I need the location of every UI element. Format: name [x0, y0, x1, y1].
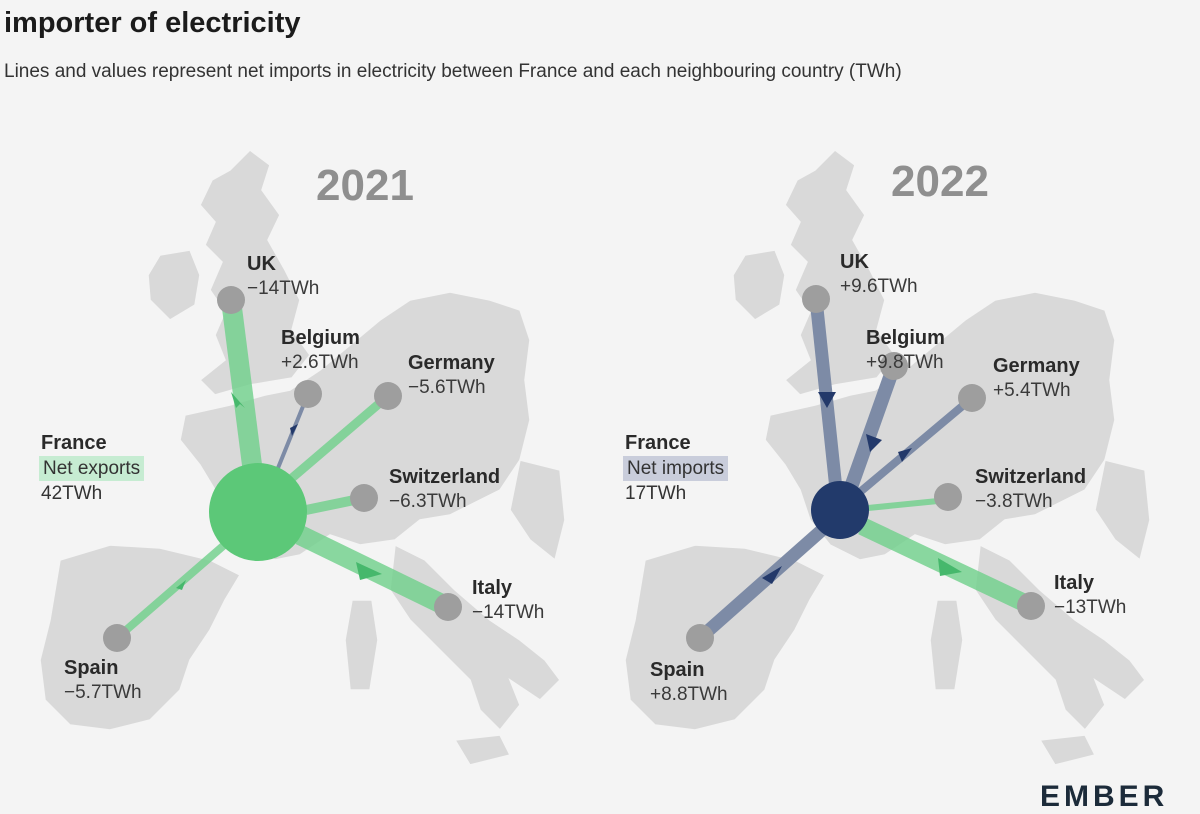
country-value-switzerland: −6.3TWh — [389, 491, 467, 512]
country-name-germany: Germany — [408, 352, 496, 374]
france-summary-2021: France Net exports 42TWh — [39, 431, 145, 506]
country-value-germany: +5.4TWh — [993, 380, 1071, 401]
flow-line — [695, 525, 827, 643]
uk-node — [802, 285, 830, 313]
country-name-uk: UK — [247, 253, 276, 275]
flow-line — [857, 394, 975, 496]
country-name-spain: Spain — [64, 657, 118, 679]
flow-arrow — [290, 424, 298, 436]
france-node-2022 — [811, 481, 869, 539]
flow-arrow — [818, 392, 836, 408]
country-value-italy: −13TWh — [1054, 597, 1126, 618]
country-value-uk: +9.6TWh — [840, 276, 918, 297]
france-node-2021 — [209, 463, 307, 561]
country-value-spain: −5.7TWh — [64, 682, 142, 703]
year-label-2021: 2021 — [316, 161, 414, 210]
france-status-2021: Net exports — [39, 456, 145, 481]
spain-node — [686, 624, 714, 652]
flow-arrow — [898, 448, 912, 462]
flows-2021 — [103, 286, 462, 652]
italy-node — [1017, 592, 1045, 620]
france-name-2021: France — [41, 432, 107, 454]
belgium-node — [294, 380, 322, 408]
country-name-belgium: Belgium — [866, 327, 945, 349]
france-value-2022: 17TWh — [625, 483, 687, 504]
spain-node — [103, 624, 131, 652]
flow-arrow — [231, 392, 245, 408]
france-value-2021: 42TWh — [41, 483, 103, 504]
country-value-uk: −14TWh — [247, 278, 319, 299]
chart-title: importer of electricity — [4, 7, 301, 39]
flow-line — [114, 536, 233, 642]
italy-node — [434, 593, 462, 621]
switzerland-node — [350, 484, 378, 512]
flow-line — [289, 392, 391, 482]
country-name-germany: Germany — [993, 355, 1081, 377]
country-name-switzerland: Switzerland — [389, 466, 500, 488]
chart-subtitle: Lines and values represent net imports i… — [4, 61, 902, 82]
flow-line — [867, 497, 949, 511]
country-value-belgium: +9.8TWh — [866, 352, 944, 373]
flow-arrow — [866, 434, 882, 452]
belgium-node — [880, 352, 908, 380]
germany-node — [958, 384, 986, 412]
france-name-2022: France — [625, 432, 691, 454]
uk-node — [217, 286, 245, 314]
flow-arrow — [176, 580, 186, 590]
ember-logo: EMBER — [1040, 780, 1169, 813]
country-name-switzerland: Switzerland — [975, 466, 1086, 488]
country-name-spain: Spain — [650, 659, 704, 681]
country-value-switzerland: −3.8TWh — [975, 491, 1053, 512]
country-name-italy: Italy — [1054, 572, 1095, 594]
country-name-belgium: Belgium — [281, 327, 360, 349]
country-value-spain: +8.8TWh — [650, 684, 728, 705]
year-label-2022: 2022 — [891, 157, 989, 206]
flow-arrow — [356, 562, 382, 580]
country-name-italy: Italy — [472, 577, 513, 599]
flow-line — [843, 363, 901, 493]
france-summary-2022: France Net imports 17TWh — [623, 431, 729, 506]
flow-arrow — [938, 558, 962, 576]
switzerland-node — [934, 483, 962, 511]
germany-node — [374, 382, 402, 410]
flows-2022 — [686, 285, 1045, 652]
flow-arrow — [762, 566, 782, 584]
country-value-germany: −5.6TWh — [408, 377, 486, 398]
country-name-uk: UK — [840, 251, 869, 273]
country-value-italy: −14TWh — [472, 602, 544, 623]
france-status-2022: Net imports — [623, 456, 729, 481]
country-value-belgium: +2.6TWh — [281, 352, 359, 373]
